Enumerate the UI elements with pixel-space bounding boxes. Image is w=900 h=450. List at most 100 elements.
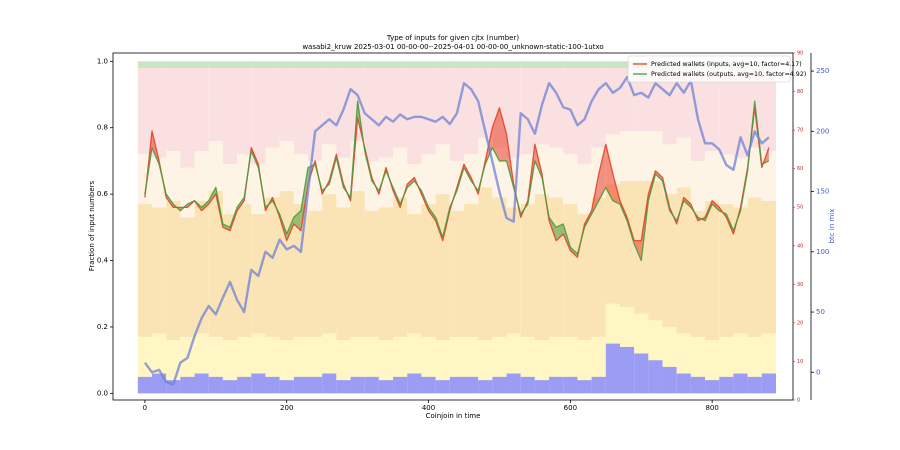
bar-segment — [435, 61, 450, 68]
y-tick-label: 1.0 — [97, 57, 108, 65]
frame — [112, 52, 794, 401]
bar-segment — [534, 380, 550, 394]
bar-segment — [719, 154, 734, 205]
bar-segment — [166, 200, 181, 341]
bar-segment — [237, 61, 252, 68]
y3-tick-label: 100 — [816, 248, 829, 256]
bar-segment — [549, 376, 564, 394]
bar-segment — [690, 376, 706, 394]
bar-segment — [421, 154, 436, 205]
fill-between — [598, 144, 606, 201]
bar-segment — [151, 61, 167, 68]
bar-segment — [563, 376, 578, 394]
bar-segment — [208, 336, 223, 377]
bar-segment — [137, 376, 152, 394]
bar-segment — [222, 214, 238, 341]
bar-segment — [478, 380, 493, 394]
bar-segment — [208, 140, 223, 191]
bar-segment — [719, 204, 734, 337]
bar-segment — [208, 376, 223, 394]
bar-segment — [350, 61, 365, 68]
bar-segment — [506, 61, 521, 68]
bar-segment — [761, 373, 776, 394]
y3-tick-label: 250 — [816, 67, 829, 75]
bar-segment — [279, 61, 294, 68]
bar-segment — [336, 380, 351, 394]
bar-segment — [577, 340, 592, 381]
bar-segment — [563, 336, 578, 377]
bar-segment — [648, 320, 663, 361]
bar-segment — [166, 150, 181, 201]
bar-segment — [180, 61, 195, 68]
bar-segment — [549, 61, 564, 68]
bar-segment — [747, 147, 762, 198]
bar-segment — [151, 207, 167, 334]
bar-segment — [279, 140, 294, 191]
bar-segment — [407, 373, 422, 394]
bar-segment — [137, 61, 152, 68]
bar-segment — [151, 333, 167, 374]
bar-segment — [591, 197, 606, 337]
bar-segment — [194, 333, 209, 374]
bar-segment — [435, 380, 450, 394]
bar-segment — [648, 360, 663, 394]
bar-segment — [222, 67, 238, 165]
bar-segment — [350, 336, 365, 377]
fill-between — [556, 224, 564, 241]
bar-segment — [676, 373, 691, 394]
bar-segment — [364, 376, 379, 394]
bar-segment — [322, 373, 337, 394]
bar-segment — [534, 61, 550, 68]
y3-tick-label: 150 — [816, 188, 829, 196]
legend-box — [627, 55, 791, 83]
bar-segment — [364, 61, 379, 68]
bar-segment — [407, 214, 422, 334]
fill-between — [499, 107, 507, 161]
x-tick-label: 600 — [564, 404, 577, 412]
bar-segment — [378, 67, 394, 158]
bar-segment — [520, 154, 535, 205]
bar-segment — [251, 164, 266, 215]
bar-segment — [563, 154, 578, 205]
bar-segment — [251, 373, 266, 394]
bar-segment — [705, 380, 720, 394]
bar-segment — [634, 131, 649, 181]
bar-segment — [237, 154, 252, 205]
bar-segment — [208, 67, 223, 141]
bar-segment — [534, 194, 550, 341]
bar-segment — [222, 61, 238, 68]
y-tick-label: 0.4 — [97, 257, 109, 265]
bar-segment — [662, 144, 677, 195]
bar-segment — [634, 313, 649, 354]
bar-segment — [520, 61, 535, 68]
bar-segment — [251, 333, 266, 374]
bar-segment — [350, 190, 365, 337]
bar-segment — [435, 340, 450, 381]
bar-segment — [421, 61, 436, 68]
bar-segment — [364, 160, 379, 211]
bar-segment — [265, 67, 280, 148]
bar-segment — [336, 340, 351, 381]
bar-segment — [591, 336, 606, 377]
bar-segment — [166, 340, 181, 381]
bar-segment — [705, 67, 720, 151]
bar-segment — [506, 67, 521, 158]
bar-segment — [676, 187, 691, 334]
bar-segment — [279, 380, 294, 394]
y3-tick-label: 200 — [816, 127, 829, 135]
bar-segment — [506, 333, 521, 374]
bar-segment — [705, 150, 720, 201]
bar-segment — [648, 67, 663, 132]
bar-segment — [733, 207, 748, 334]
bar-segment — [251, 61, 266, 68]
bar-segment — [279, 190, 294, 341]
plot-inner — [137, 61, 776, 394]
bar-segment — [293, 61, 308, 68]
bar-segment — [506, 373, 521, 394]
bar-segment — [747, 197, 762, 337]
bar-segment — [449, 61, 464, 68]
bar-segment — [705, 340, 720, 381]
bar-segment — [194, 200, 209, 334]
bar-segment — [293, 204, 308, 337]
bar-segment — [761, 200, 776, 334]
